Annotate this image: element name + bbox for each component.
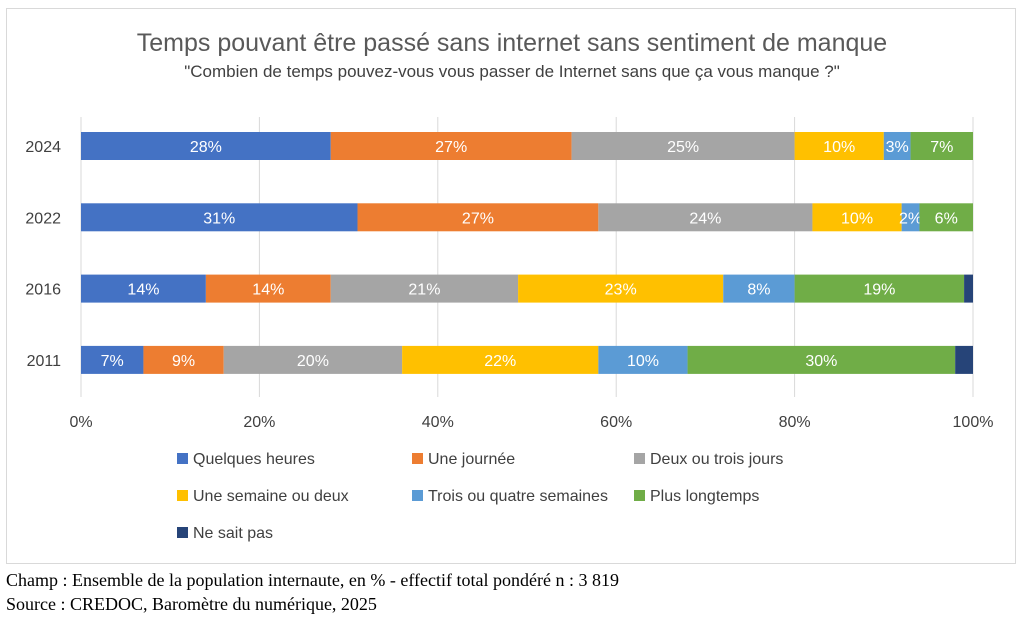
data-label: 27%	[462, 210, 494, 227]
bar-segment	[598, 203, 813, 232]
chart-title: Temps pouvant être passé sans internet s…	[137, 29, 887, 57]
data-label: 8%	[747, 282, 770, 299]
legend-label: Une semaine ou deux	[193, 488, 349, 505]
data-label: 9%	[172, 353, 195, 370]
legend-swatch	[634, 490, 645, 501]
bars: 28% 27% 25% 10% 3% 7% 31% 27% 24% 10% 2% 6% 14% 14% 21…	[81, 132, 973, 374]
y-category-label: 2016	[25, 282, 61, 299]
y-category-label: 2024	[25, 139, 61, 156]
data-label: 25%	[667, 139, 699, 156]
data-label: 14%	[127, 282, 159, 299]
data-label: 20%	[297, 353, 329, 370]
data-label: 7%	[101, 353, 124, 370]
data-label: 27%	[435, 139, 467, 156]
data-label: 21%	[408, 282, 440, 299]
data-label: 3%	[886, 139, 909, 156]
data-label: 31%	[203, 210, 235, 227]
legend-label: Deux ou trois jours	[650, 451, 783, 468]
chart-subtitle: "Combien de temps pouvez-vous vous passe…	[184, 62, 840, 81]
bar-segment	[402, 345, 599, 374]
x-tick-label: 20%	[243, 414, 275, 431]
legend: Quelques heures Une journée Deux ou trois …	[177, 451, 783, 542]
data-label: 2%	[899, 210, 922, 227]
data-label: 24%	[689, 210, 721, 227]
data-label: 10%	[823, 139, 855, 156]
bar-segment	[518, 274, 724, 303]
bar-segment	[687, 345, 956, 374]
bar-segment	[794, 274, 965, 303]
bar-segment	[794, 132, 884, 160]
data-label: 10%	[627, 353, 659, 370]
bar-segment	[223, 345, 403, 374]
bar-segment	[330, 132, 572, 160]
data-label: 22%	[484, 353, 516, 370]
legend-swatch	[177, 490, 188, 501]
value-axis: 0% 20% 40% 60% 80% 100%	[69, 414, 993, 431]
footnote-source: Source : CREDOC, Baromètre du numérique,…	[6, 594, 377, 614]
data-label: 28%	[190, 139, 222, 156]
bar-segment	[910, 132, 973, 160]
bar-segment	[143, 345, 224, 374]
legend-label: Quelques heures	[193, 451, 315, 468]
bar-segment	[955, 345, 973, 374]
x-tick-label: 0%	[69, 414, 92, 431]
x-tick-label: 60%	[600, 414, 632, 431]
x-tick-label: 40%	[422, 414, 454, 431]
data-label: 7%	[930, 139, 953, 156]
legend-swatch	[177, 527, 188, 538]
footnote-scope: Champ : Ensemble de la population intern…	[6, 570, 619, 590]
bar-segment	[919, 203, 973, 232]
x-tick-label: 80%	[779, 414, 811, 431]
y-category-label: 2011	[27, 353, 62, 370]
legend-swatch	[634, 453, 645, 464]
bar-segment	[901, 203, 920, 232]
legend-swatch	[412, 490, 423, 501]
bar-segment	[964, 274, 973, 303]
legend-label: Ne sait pas	[193, 525, 273, 542]
data-label: 14%	[252, 282, 284, 299]
bar-segment	[81, 345, 144, 374]
bar-segment	[883, 132, 911, 160]
x-tick-label: 100%	[953, 414, 994, 431]
y-category-label: 2022	[25, 210, 61, 227]
legend-label: Plus longtemps	[650, 488, 759, 505]
bar-segment	[571, 132, 795, 160]
stacked-bar-chart: Temps pouvant être passé sans internet s…	[25, 29, 993, 542]
bar-segment	[81, 203, 358, 232]
data-label: 23%	[605, 282, 637, 299]
bar-segment	[812, 203, 902, 232]
legend-swatch	[177, 453, 188, 464]
bar-segment	[723, 274, 795, 303]
bar-segment	[357, 203, 599, 232]
bar-segment	[81, 274, 206, 303]
legend-swatch	[412, 453, 423, 464]
data-label: 19%	[863, 282, 895, 299]
data-label: 6%	[935, 210, 958, 227]
category-axis: 2024 2022 2016 2011	[25, 139, 61, 370]
data-label: 30%	[805, 353, 837, 370]
bar-segment	[205, 274, 331, 303]
legend-label: Trois ou quatre semaines	[428, 488, 608, 505]
legend-label: Une journée	[428, 451, 515, 468]
chart-frame: Temps pouvant être passé sans internet s…	[6, 8, 1016, 564]
bar-segment	[598, 345, 688, 374]
bar-segment	[330, 274, 519, 303]
bar-segment	[81, 132, 331, 160]
data-label: 10%	[841, 210, 873, 227]
